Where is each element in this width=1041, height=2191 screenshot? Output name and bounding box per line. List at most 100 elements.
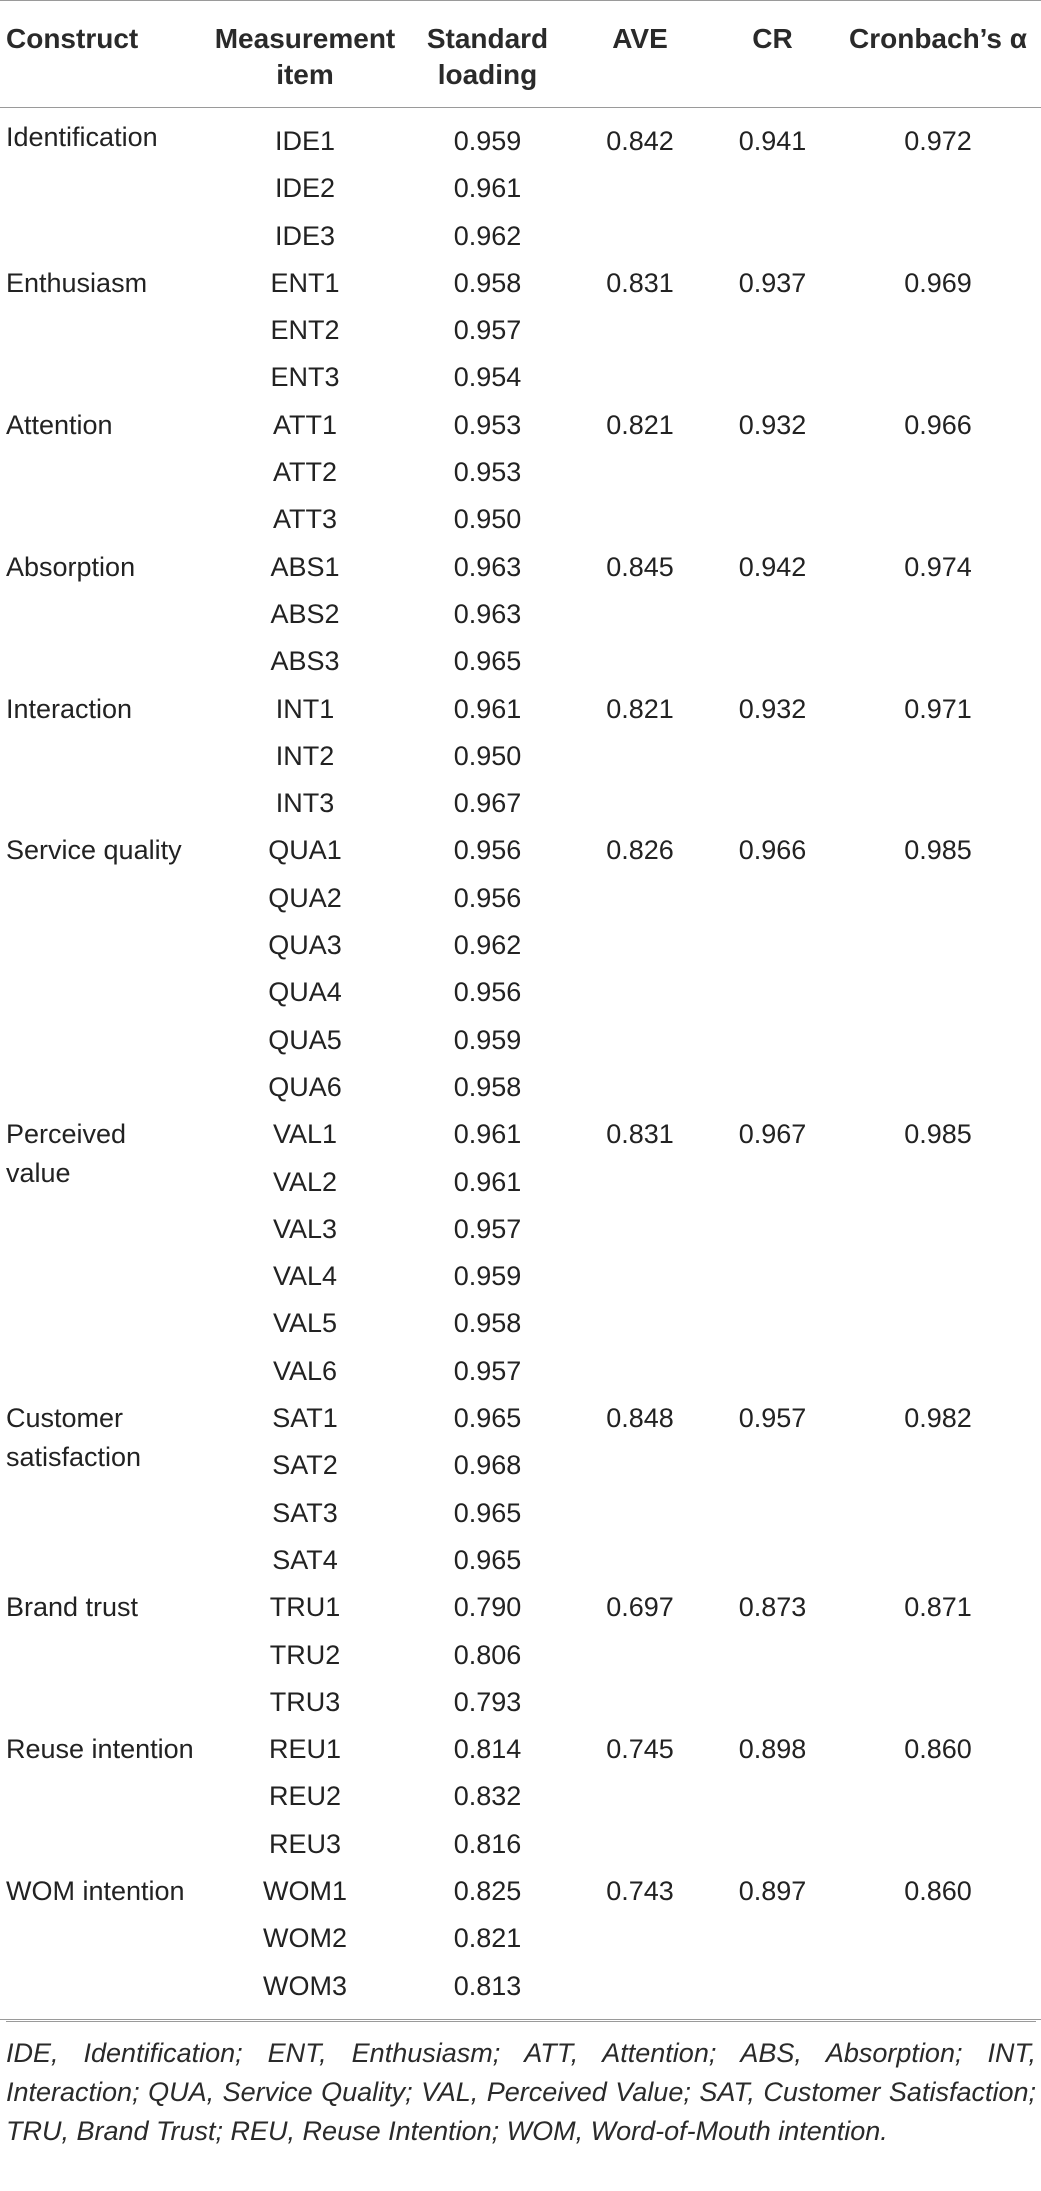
alpha-cell (835, 969, 1041, 1016)
cr-cell (710, 1159, 835, 1206)
ave-cell (570, 1300, 710, 1347)
standard-loading-cell: 0.953 (453, 409, 522, 440)
alpha-cell: 0.985 (904, 835, 972, 866)
table-row: QUA5 0.959 (0, 1017, 1041, 1064)
measurement-item-cell: WOM2 (263, 1923, 347, 1954)
alpha-cell (835, 1017, 1041, 1064)
alpha-cell (835, 780, 1041, 827)
measurement-item-cell: ABS2 (270, 598, 340, 629)
table-body: Identification IDE1 0.959 0.842 0.941 0.972 ID… (0, 108, 1041, 2024)
alpha-cell (835, 1679, 1041, 1726)
measurement-table-container: Construct Measurement item Standard load… (0, 0, 1041, 2024)
table-row: Interaction INT1 0.961 0.821 0.932 0.971 (0, 686, 1041, 733)
standard-loading-cell: 0.956 (453, 882, 522, 913)
standard-loading-cell: 0.959 (453, 126, 522, 156)
alpha-cell: 0.982 (904, 1403, 972, 1434)
measurement-item-cell: TRU1 (269, 1592, 341, 1623)
construct-cell: Perceived value (6, 1119, 127, 1189)
table-row: QUA6 0.958 (0, 1064, 1041, 1111)
cr-cell (710, 1821, 835, 1868)
cr-cell (710, 1253, 835, 1300)
ave-cell (570, 449, 710, 496)
table-row: ENT3 0.954 (0, 354, 1041, 401)
construct-cell: Identification (6, 122, 158, 152)
measurement-item-cell: ATT3 (272, 504, 337, 535)
table-row: Brand trust TRU1 0.790 0.697 0.873 0.871 (0, 1584, 1041, 1631)
alpha-cell: 0.985 (904, 1119, 972, 1150)
construct-cell: Attention (6, 409, 113, 440)
ave-cell (570, 1064, 710, 1111)
ave-cell (570, 1253, 710, 1300)
cr-cell: 0.967 (738, 1119, 807, 1150)
measurement-item-cell: REU3 (268, 1828, 342, 1859)
alpha-cell: 0.860 (904, 1875, 972, 1906)
measurement-item-cell: INT2 (275, 740, 335, 771)
standard-loading-cell: 0.958 (453, 267, 522, 298)
alpha-cell (835, 1159, 1041, 1206)
table-row: VAL2 0.961 (0, 1159, 1041, 1206)
measurement-item-cell: WOM3 (263, 1970, 347, 2001)
alpha-cell: 0.969 (904, 267, 972, 298)
measurement-item-cell: QUA5 (268, 1024, 342, 1055)
measurement-item-cell: ABS1 (270, 551, 340, 582)
alpha-cell (835, 449, 1041, 496)
measurement-item-cell: QUA4 (268, 977, 342, 1008)
table-bottom-rule (0, 2019, 1041, 2020)
measurement-item-cell: REU1 (268, 1734, 342, 1765)
measurement-item-cell: VAL2 (272, 1166, 338, 1197)
header-construct: Construct (0, 0, 205, 108)
cr-cell: 0.898 (738, 1734, 807, 1765)
standard-loading-cell: 0.967 (453, 788, 522, 819)
alpha-cell (835, 1206, 1041, 1253)
alpha-cell (835, 213, 1041, 260)
alpha-cell: 0.966 (904, 409, 972, 440)
cr-cell (710, 449, 835, 496)
ave-cell (570, 354, 710, 401)
ave-cell (570, 307, 710, 354)
standard-loading-cell: 0.961 (453, 1166, 522, 1197)
table-row: Attention ATT1 0.953 0.821 0.932 0.966 (0, 402, 1041, 449)
standard-loading-cell: 0.953 (453, 457, 522, 488)
ave-cell (570, 1821, 710, 1868)
measurement-item-cell: SAT3 (272, 1497, 338, 1528)
cr-cell (710, 591, 835, 638)
measurement-item-cell: QUA1 (268, 835, 342, 866)
measurement-item-cell: ATT1 (272, 409, 337, 440)
table-footnote: IDE, Identification; ENT, Enthusiasm; AT… (6, 2021, 1036, 2151)
standard-loading-cell: 0.968 (453, 1450, 522, 1481)
alpha-cell (835, 354, 1041, 401)
cr-cell: 0.932 (738, 693, 807, 724)
alpha-cell (835, 1773, 1041, 1820)
standard-loading-cell: 0.793 (453, 1686, 522, 1717)
standard-loading-cell: 0.821 (453, 1923, 522, 1954)
cr-cell: 0.942 (738, 551, 807, 582)
alpha-cell (835, 875, 1041, 922)
standard-loading-cell: 0.962 (453, 220, 522, 251)
cr-cell (710, 213, 835, 260)
table-row: IDE3 0.962 (0, 213, 1041, 260)
cr-cell (710, 969, 835, 1016)
standard-loading-cell: 0.816 (453, 1828, 522, 1859)
table-row: Service quality QUA1 0.956 0.826 0.966 0.985 (0, 827, 1041, 874)
alpha-cell (835, 1821, 1041, 1868)
measurement-item-cell: TRU2 (269, 1639, 341, 1670)
header-cronbach-alpha: Cronbach’s α (835, 0, 1041, 108)
header-ave: AVE (570, 0, 710, 108)
table-row: WOM intention WOM1 0.825 0.743 0.897 0.860 (0, 1868, 1041, 1915)
table-row: ENT2 0.957 (0, 307, 1041, 354)
alpha-cell (835, 1915, 1041, 1962)
standard-loading-cell: 0.814 (453, 1734, 522, 1765)
table-row: QUA3 0.962 (0, 922, 1041, 969)
header-standard-loading: Standard loading (405, 0, 570, 108)
ave-cell (570, 1963, 710, 2024)
header-row: Construct Measurement item Standard load… (0, 0, 1041, 108)
ave-cell (570, 496, 710, 543)
cr-cell (710, 307, 835, 354)
standard-loading-cell: 0.965 (453, 1403, 522, 1434)
measurement-item-cell: SAT1 (272, 1403, 338, 1434)
standard-loading-cell: 0.965 (453, 1544, 522, 1575)
table-row: REU3 0.816 (0, 1821, 1041, 1868)
ave-cell (570, 1632, 710, 1679)
alpha-cell (835, 165, 1041, 212)
measurement-item-cell: ENT2 (270, 315, 340, 346)
